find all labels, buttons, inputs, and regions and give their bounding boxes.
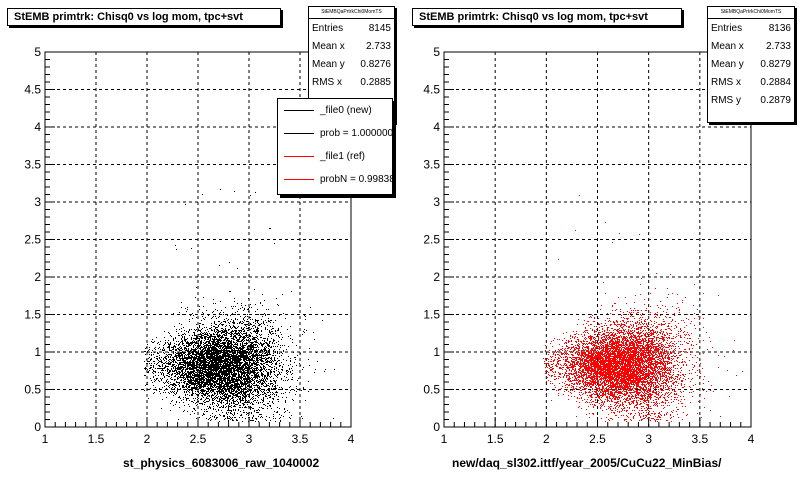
left-stats-value: 8145 (368, 23, 391, 34)
right-stats-row: RMS x 0.2884 (711, 74, 791, 92)
x-tick-label: 2.5 (190, 432, 207, 446)
x-tick-label: 3.5 (691, 432, 708, 446)
x-tick-label: 3 (645, 432, 652, 446)
legend-label: _file0 (new) (320, 105, 372, 116)
left-x-axis-title: st_physics_6083006_raw_1040002 (123, 456, 320, 470)
y-tick-label: 3.5 (24, 158, 41, 172)
x-tick-label: 1.5 (88, 432, 105, 446)
left-stats-value: 0.2885 (360, 77, 391, 88)
x-tick-label: 4 (748, 432, 755, 446)
y-tick-label: 3 (433, 195, 440, 209)
y-tick-label: 0.5 (24, 383, 41, 397)
y-tick-label: 2.5 (24, 233, 41, 247)
left-plot-title: StEMB primtrk: Chisq0 vs log mom, tpc+sv… (7, 8, 281, 26)
right-stats-value: 0.2884 (760, 77, 791, 88)
right-stats-label: Mean y (711, 59, 744, 70)
legend-entry: _file1 (ref) (278, 145, 392, 168)
y-tick-label: 5 (34, 45, 41, 59)
left-stats-value: 0.8276 (360, 59, 391, 70)
y-tick-label: 1 (34, 345, 41, 359)
right-stats-name: StEMBQaPrtrkChi0MomTS (708, 7, 794, 19)
right-stats-value: 0.2879 (760, 95, 791, 106)
y-tick-label: 1 (433, 345, 440, 359)
left-stats-row: Mean x 2.733 (312, 38, 391, 56)
left-stats-row: RMS x 0.2885 (312, 74, 391, 92)
x-tick-label: 3 (246, 432, 253, 446)
right-stats-label: Entries (711, 23, 743, 34)
right-plot-title: StEMB primtrk: Chisq0 vs log mom, tpc+sv… (412, 8, 682, 26)
legend-line (284, 133, 314, 134)
left-stats-row: Entries 8145 (312, 20, 391, 38)
legend-entry: _file0 (new) (278, 99, 392, 122)
x-tick-label: 2 (543, 432, 550, 446)
legend-label: probN = 0.998380 (320, 174, 393, 185)
legend-line (284, 156, 314, 157)
right-stats-value: 0.8279 (760, 59, 791, 70)
y-tick-label: 0 (433, 420, 440, 434)
legend-line (284, 110, 314, 111)
y-tick-label: 0.5 (423, 383, 440, 397)
right-stats-label: RMS y (711, 95, 741, 106)
left-stats-row: Mean y 0.8276 (312, 56, 391, 74)
x-tick-label: 2.5 (589, 432, 606, 446)
legend-entry: prob = 1.000000 (278, 122, 392, 145)
scatter-points (144, 189, 335, 422)
y-tick-label: 4 (433, 120, 440, 134)
y-tick-label: 2 (433, 270, 440, 284)
left-stats-label: Entries (312, 23, 344, 34)
legend-entry: probN = 0.998380 (278, 168, 392, 191)
y-tick-label: 1.5 (423, 308, 440, 322)
legend: _file0 (new) prob = 1.000000 _file1 (ref… (277, 98, 393, 195)
right-stats-value: 2.733 (765, 41, 791, 52)
left-stats-label: RMS x (312, 77, 342, 88)
x-tick-label: 3.5 (292, 432, 309, 446)
y-tick-label: 4.5 (423, 83, 440, 97)
y-tick-label: 4.5 (24, 83, 41, 97)
right-stats-row: Mean y 0.8279 (711, 56, 791, 74)
x-tick-label: 2 (144, 432, 151, 446)
right-stats-value: 8136 (768, 23, 791, 34)
y-tick-label: 2.5 (423, 233, 440, 247)
x-tick-label: 1 (42, 432, 49, 446)
x-tick-label: 1.5 (487, 432, 504, 446)
scatter-points (543, 195, 743, 422)
y-tick-label: 5 (433, 45, 440, 59)
left-stats-value: 2.733 (365, 41, 391, 52)
legend-line (284, 179, 314, 180)
right-stats-label: RMS x (711, 77, 741, 88)
right-stats-row: Mean x 2.733 (711, 38, 791, 56)
right-stats-label: Mean x (711, 41, 744, 52)
y-tick-label: 0 (34, 420, 41, 434)
right-stats-row: Entries 8136 (711, 20, 791, 38)
right-stats-box: StEMBQaPrtrkChi0MomTS Entries 8136 Mean x… (707, 6, 795, 123)
y-tick-label: 2 (34, 270, 41, 284)
left-stats-name: StEMBQaPrtrkChi0MomTS (309, 7, 394, 19)
legend-label: _file1 (ref) (320, 151, 366, 162)
left-stats-label: Mean y (312, 59, 345, 70)
right-stats-row: RMS y 0.2879 (711, 92, 791, 110)
y-tick-label: 3 (34, 195, 41, 209)
x-tick-label: 4 (348, 432, 355, 446)
y-tick-label: 4 (34, 120, 41, 134)
left-stats-label: Mean x (312, 41, 345, 52)
right-x-axis-title: new/daq_sl302.ittf/year_2005/CuCu22_MinB… (452, 456, 722, 470)
x-tick-label: 1 (441, 432, 448, 446)
y-tick-label: 1.5 (24, 308, 41, 322)
y-tick-label: 3.5 (423, 158, 440, 172)
legend-label: prob = 1.000000 (320, 128, 393, 139)
